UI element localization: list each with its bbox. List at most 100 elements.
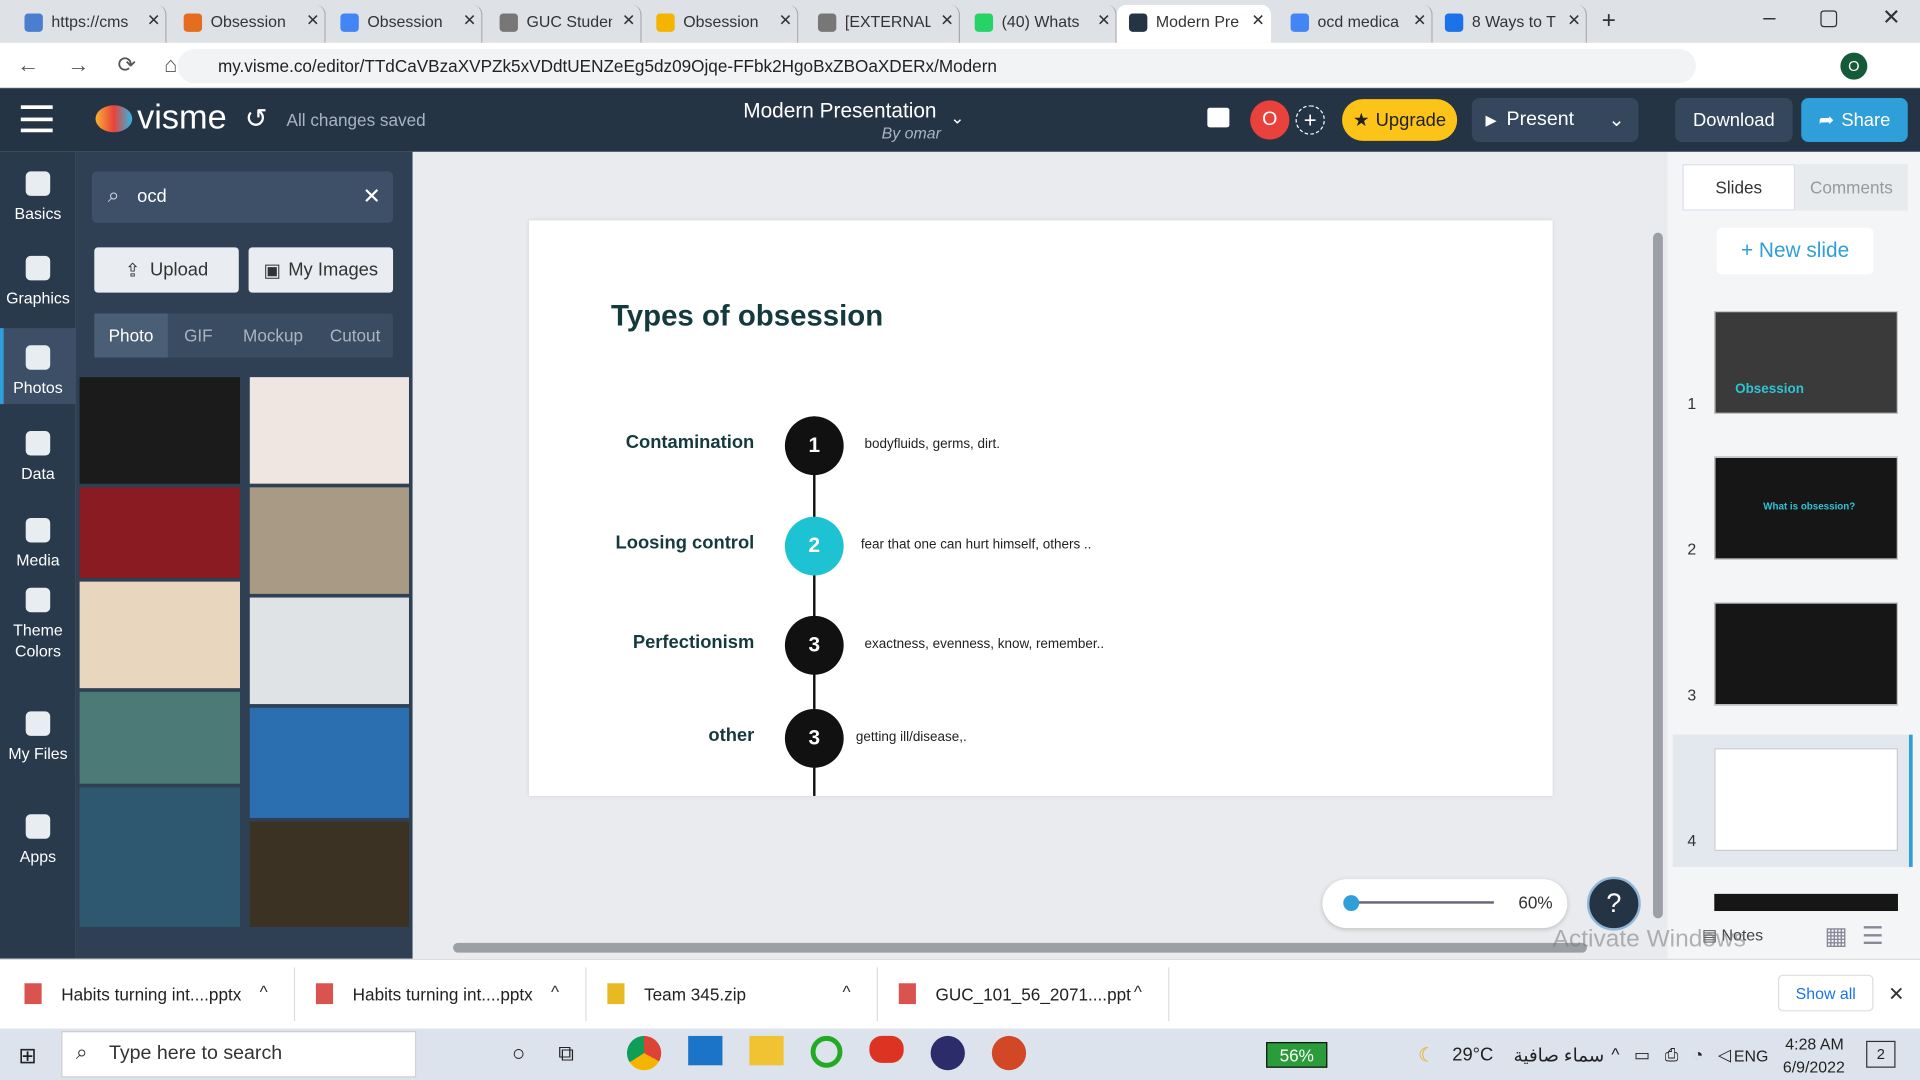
doc-title[interactable]: Modern Presentation [743,99,937,123]
sidebar-label[interactable]: Graphics [6,288,70,308]
new-tab[interactable]: + [1601,7,1616,35]
tab-close[interactable]: ✕ [1413,11,1427,30]
tab-close[interactable]: ✕ [146,11,161,30]
sidebar-icon[interactable] [25,517,51,543]
sidebar-label[interactable]: My Files [8,744,68,763]
download-file[interactable]: Habits turning int....pptx [352,984,533,1005]
download-menu[interactable]: ^ [1133,982,1142,1002]
new-slide-button[interactable]: + New slide [1716,227,1874,275]
browser-tab[interactable] [644,4,799,43]
item-text[interactable]: getting ill/disease,. [855,729,967,745]
my-images-button[interactable]: ▣ My Images [248,247,394,293]
logo[interactable]: visme [137,97,227,136]
avatar[interactable]: O [1250,100,1290,140]
tab-close[interactable]: ✕ [778,11,793,30]
sidebar-label[interactable]: Photos [13,378,63,397]
photo-thumbnail[interactable] [249,707,409,818]
item-number[interactable]: 3 [784,708,844,768]
photo-thumbnail[interactable] [249,487,409,594]
browser-tab[interactable] [1433,4,1587,43]
slide-thumbnail[interactable] [1714,311,1898,414]
taskbar-search[interactable] [61,1031,417,1078]
upgrade-button[interactable]: ★ Upgrade [1342,99,1458,141]
present-button[interactable]: ▶ Present ⌄ [1471,97,1639,143]
add-collaborator[interactable]: + [1295,105,1325,135]
photo-thumbnail[interactable] [79,787,241,927]
photo-thumbnail[interactable] [249,377,409,484]
panel-tab[interactable]: Photo [94,313,168,358]
browser-tab[interactable] [328,4,483,43]
v-scrollbar[interactable] [1653,232,1663,919]
slide-thumbnail[interactable] [1714,893,1898,912]
photo-thumbnail[interactable] [79,377,241,484]
upload-button[interactable]: ⇪ Upload [94,247,239,293]
slide-thumbnail[interactable] [1714,456,1898,560]
photo-thumbnail[interactable] [79,487,241,578]
notes-button[interactable]: ▤ Notes [1702,925,1764,945]
explorer-icon[interactable] [749,1035,784,1066]
language[interactable]: ENG [1733,1046,1769,1066]
item-text[interactable]: fear that one can hurt himself, others .… [860,537,1092,553]
tab-close[interactable]: ✕ [1567,11,1581,30]
share-button[interactable]: ➦ Share [1801,97,1908,143]
mail-icon[interactable] [688,1035,723,1066]
nav-buttons[interactable]: ← → ⟳ ⌂ [17,52,178,78]
sidebar-label[interactable]: Data [21,464,55,483]
download-menu[interactable]: ^ [842,982,851,1002]
tray-icons[interactable]: ^ ▭ ⎙ ◔ ◁ [1611,1044,1732,1065]
notifications[interactable]: 2 [1866,1040,1896,1068]
item-number[interactable]: 3 [784,615,844,675]
download-button[interactable]: Download [1675,97,1793,143]
item-text[interactable]: bodyfluids, germs, dirt. [864,437,1000,452]
slides-tab[interactable]: Slides [1682,164,1796,211]
browser-tab[interactable] [487,4,642,43]
slide-thumbnail[interactable] [1714,602,1898,706]
item-label[interactable]: other [708,724,755,746]
app-icon[interactable] [810,1035,843,1068]
sidebar-icon[interactable] [25,587,51,613]
title-dropdown[interactable]: ⌄ [950,107,965,128]
browser-tab[interactable] [171,4,326,43]
profile[interactable]: O [1840,52,1868,80]
slide-thumbnail[interactable] [1714,748,1898,852]
undo[interactable]: ↺ [244,102,268,134]
sidebar-icon[interactable] [25,345,51,370]
photo-thumbnail[interactable] [249,597,409,705]
item-text[interactable]: exactness, evenness, know, remember.. [864,636,1105,652]
panel-tab[interactable]: Mockup [243,325,304,346]
tab-close[interactable]: ✕ [940,11,954,30]
sidebar-icon[interactable] [25,711,51,736]
task-icons[interactable]: ○ ⧉ [511,1040,574,1066]
zoom-handle[interactable] [1343,895,1360,912]
sidebar-icon[interactable] [25,814,51,839]
browser-tab[interactable] [12,4,167,43]
sidebar-label[interactable]: Theme Colors [13,620,63,661]
help-button[interactable]: ? [1586,876,1641,931]
tab-close[interactable]: ✕ [462,11,477,30]
photo-thumbnail[interactable] [79,691,241,784]
chrome-icon[interactable] [626,1035,662,1071]
tab-close[interactable]: ✕ [622,11,636,30]
item-number[interactable]: 2 [784,516,844,576]
battery[interactable]: 56% [1266,1042,1328,1068]
item-number[interactable]: 1 [784,416,844,476]
sidebar-icon[interactable] [25,431,51,456]
comments-tab[interactable]: Comments [1795,164,1908,211]
comments-icon[interactable] [1207,107,1230,128]
sidebar-label[interactable]: Media [16,551,60,570]
sidebar-icon[interactable] [25,255,51,281]
sidebar-label[interactable]: Apps [19,847,57,866]
download-menu[interactable]: ^ [551,982,560,1002]
clear-search[interactable]: ✕ [362,183,381,209]
photo-thumbnail[interactable] [249,821,409,927]
powerpoint-icon[interactable] [991,1035,1027,1071]
download-file[interactable]: Team 345.zip [644,984,747,1005]
show-all[interactable]: Show all [1777,974,1874,1012]
photo-thumbnail[interactable] [79,581,241,689]
window-controls[interactable]: – ▢ ✕ [1763,4,1901,30]
url-box[interactable] [177,48,1696,84]
tab-close[interactable]: ✕ [1097,11,1111,30]
browser-tab[interactable] [806,4,961,43]
panel-tab[interactable]: GIF [184,325,213,346]
close-downloads[interactable]: ✕ [1888,984,1905,1006]
